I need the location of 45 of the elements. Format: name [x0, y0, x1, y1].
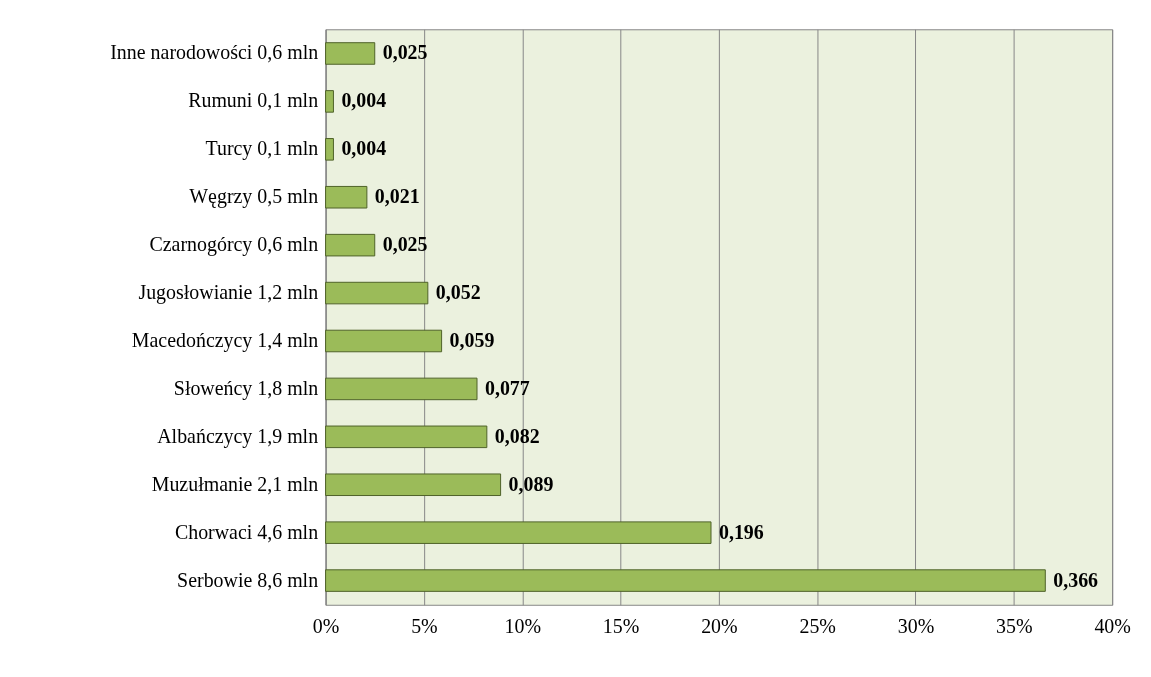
y-tick-label: Czarnogórcy 0,6 mln — [149, 233, 319, 257]
bar — [325, 521, 712, 544]
y-tick-label: Muzułmanie 2,1 mln — [151, 472, 319, 495]
y-tick-label: Inne narodowości 0,6 mln — [110, 41, 319, 64]
y-tick-label: Jugosłowianie 1,2 mln — [138, 281, 319, 305]
x-tick-label: 25% — [799, 615, 836, 638]
y-tick-label: Serbowie 8,6 mln — [177, 568, 319, 591]
y-tick-label: Rumuni 0,1 mln — [188, 89, 319, 112]
bar — [325, 90, 334, 113]
bar — [325, 569, 1046, 592]
y-tick-label: Słoweńcy 1,8 mln — [173, 376, 319, 400]
x-tick-label: 15% — [602, 615, 640, 638]
y-tick-label: Macedończycy 1,4 mln — [131, 328, 319, 352]
bar — [325, 185, 368, 209]
x-tick-label: 30% — [897, 615, 935, 638]
bar — [325, 281, 429, 305]
bar — [325, 425, 488, 449]
bar — [325, 138, 334, 161]
bar — [325, 473, 502, 497]
x-tick-label: 10% — [504, 615, 541, 638]
data-label: 0,004 — [341, 137, 387, 160]
y-tick-label: Węgrzy 0,5 mln — [189, 185, 319, 209]
data-label: 0,196 — [718, 520, 764, 543]
data-label: 0,021 — [374, 185, 420, 208]
data-label: 0,077 — [484, 376, 530, 399]
data-label: 0,004 — [341, 89, 387, 112]
x-tick-label: 0% — [312, 615, 340, 638]
data-label: 0,052 — [435, 281, 481, 304]
bar — [325, 233, 376, 257]
y-tick-label: Turcy 0,1 mln — [205, 137, 319, 161]
x-tick-label: 40% — [1094, 615, 1131, 638]
y-tick-label: Chorwaci 4,6 mln — [174, 520, 319, 543]
y-tick-label: Albańczycy 1,9 mln — [157, 424, 319, 448]
data-label: 0,082 — [494, 424, 540, 447]
data-label: 0,025 — [382, 41, 428, 64]
data-label: 0,025 — [382, 233, 428, 256]
data-label: 0,089 — [508, 472, 554, 495]
bar — [325, 377, 478, 401]
x-tick-label: 5% — [411, 615, 438, 638]
data-label: 0,059 — [449, 328, 495, 351]
data-label: 0,366 — [1053, 568, 1099, 591]
bar — [325, 329, 443, 353]
x-tick-label: 35% — [996, 615, 1033, 638]
x-tick-label: 20% — [701, 615, 738, 638]
bar — [325, 42, 376, 65]
